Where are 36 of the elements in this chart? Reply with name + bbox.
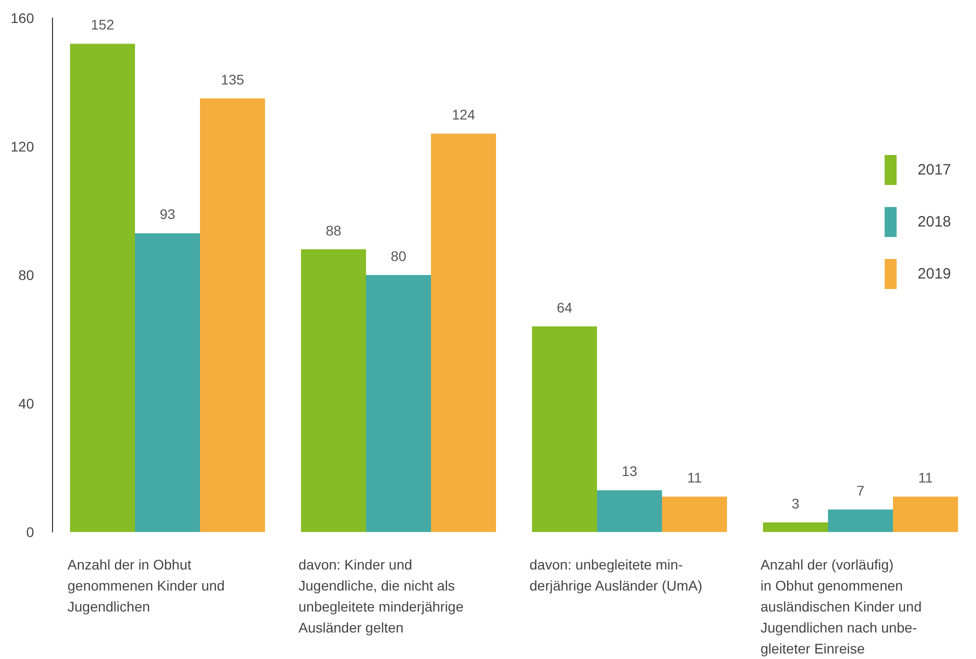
x-tick-label: davon: unbegleitete min- derjährige Ausländer (UmA) xyxy=(530,556,702,594)
data-label: 80 xyxy=(390,248,406,264)
legend-label: 2018 xyxy=(918,214,952,230)
data-label: 7 xyxy=(856,482,865,499)
x-tick-label: Anzahl der in Obhut genommenen Kinder und Jugendlichen xyxy=(68,556,225,614)
legend-label: 2017 xyxy=(918,162,952,178)
bar xyxy=(135,233,200,532)
data-label: 64 xyxy=(556,299,572,316)
bar xyxy=(532,326,597,532)
bar xyxy=(893,496,958,532)
y-tick-label: 120 xyxy=(10,138,34,154)
y-tick-label: 80 xyxy=(18,267,34,283)
y-tick-label: 40 xyxy=(18,396,34,412)
data-label: 88 xyxy=(326,222,342,238)
bar xyxy=(200,98,265,532)
data-label: 13 xyxy=(622,463,638,480)
bar xyxy=(70,44,135,532)
data-label: 3 xyxy=(792,495,800,512)
data-label: 152 xyxy=(90,16,114,33)
bar xyxy=(366,275,431,532)
bar xyxy=(301,249,366,532)
bar xyxy=(828,510,893,532)
bar xyxy=(431,134,496,532)
data-label: 11 xyxy=(918,470,933,486)
y-tick-label: 0 xyxy=(26,524,34,540)
data-label: 135 xyxy=(220,71,244,88)
bar xyxy=(763,522,828,532)
legend-label: 2019 xyxy=(918,266,952,282)
x-tick-label: Anzahl der (vorläufig) in Obhut genommenen ausländischen Kinder und Jugendlichen nach unbe- gleiteter Einreise xyxy=(760,556,922,656)
bar xyxy=(597,490,662,532)
data-label: 11 xyxy=(687,470,702,486)
x-tick-label: davon: Kinder und Jugendliche, die nicht als unbegleitete minderjährige Ausländer gelten xyxy=(298,556,464,636)
bar xyxy=(662,496,727,532)
data-label: 124 xyxy=(452,106,476,123)
data-label: 93 xyxy=(160,206,176,222)
y-tick-label: 160 xyxy=(10,10,34,26)
